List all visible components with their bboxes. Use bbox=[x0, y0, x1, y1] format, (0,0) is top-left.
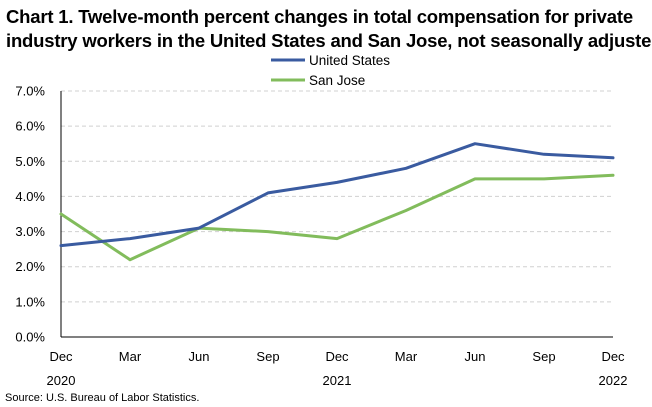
x-year-label: 2020 bbox=[47, 373, 76, 388]
series-line-san-jose bbox=[59, 173, 615, 262]
x-tick-label: Sep bbox=[532, 349, 555, 364]
chart-title: Chart 1. Twelve-month percent changes in… bbox=[6, 5, 652, 53]
x-tick-label: Dec bbox=[325, 349, 349, 364]
y-tick-label: 6.0% bbox=[15, 119, 45, 134]
x-tick-label: Mar bbox=[119, 349, 142, 364]
legend-label: San Jose bbox=[309, 73, 365, 88]
y-tick-label: 5.0% bbox=[15, 154, 45, 169]
x-tick-label: Dec bbox=[49, 349, 73, 364]
x-tick-label: Mar bbox=[395, 349, 418, 364]
y-tick-label: 2.0% bbox=[15, 259, 45, 274]
axes bbox=[60, 91, 613, 338]
x-year-label: 2021 bbox=[323, 373, 352, 388]
chart-title-line-2: industry workers in the United States an… bbox=[6, 30, 652, 51]
x-tick-label: Jun bbox=[189, 349, 210, 364]
x-tick-label: Sep bbox=[256, 349, 279, 364]
legend-label: United States bbox=[309, 53, 390, 68]
y-tick-label: 1.0% bbox=[15, 294, 45, 309]
y-tick-label: 3.0% bbox=[15, 224, 45, 239]
y-tick-label: 7.0% bbox=[15, 84, 45, 99]
y-tick-label: 4.0% bbox=[15, 189, 45, 204]
source-note: Source: U.S. Bureau of Labor Statistics. bbox=[5, 392, 200, 404]
x-tick-label: Dec bbox=[601, 349, 625, 364]
x-year-label: 2022 bbox=[599, 373, 628, 388]
series-line-united-states bbox=[59, 142, 615, 248]
legend: United States San Jose bbox=[271, 53, 390, 88]
gridlines bbox=[61, 90, 613, 303]
series-lines bbox=[59, 142, 615, 262]
y-tick-label: 0.0% bbox=[15, 330, 45, 345]
x-axis-tick-labels: Dec 2020 Mar Jun Sep Dec 2021 Mar Jun Sep Dec 2022 bbox=[47, 349, 628, 388]
y-axis-tick-labels: 0.0% 1.0% 2.0% 3.0% 4.0% 5.0% 6.0% 7.0% bbox=[15, 84, 45, 345]
chart-title-line-1: Chart 1. Twelve-month percent changes in… bbox=[6, 6, 633, 27]
x-tick-label: Jun bbox=[465, 349, 486, 364]
